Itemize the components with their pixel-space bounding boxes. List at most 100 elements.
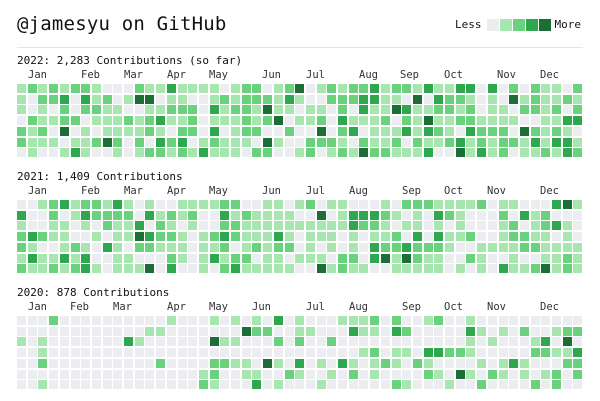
contribution-cell [113, 316, 123, 325]
contribution-cell [231, 358, 240, 368]
contribution-cell [91, 137, 101, 147]
contribution-cell [263, 137, 273, 147]
contribution-cell [359, 326, 369, 336]
contribution-cell [509, 148, 519, 158]
contribution-cell [498, 84, 508, 93]
contribution-cell [391, 105, 401, 115]
contribution-cell [284, 358, 294, 368]
contribution-cell [370, 380, 380, 390]
contribution-cell [166, 148, 176, 158]
contribution-cell [445, 94, 454, 104]
contribution-cell [70, 337, 80, 347]
contribution-cell [49, 253, 59, 263]
contribution-cell [541, 380, 551, 390]
contribution-cell [305, 232, 315, 242]
contribution-cell [38, 137, 48, 147]
contribution-cell [509, 200, 519, 209]
contribution-cell [209, 337, 219, 347]
contribution-cell [177, 94, 187, 104]
contribution-cell [81, 126, 91, 136]
contribution-cell [113, 337, 123, 347]
contribution-cell [380, 200, 390, 209]
contribution-cell [498, 253, 508, 263]
contribution-cell [252, 210, 262, 220]
contribution-cell [316, 148, 326, 158]
contribution-cell [348, 200, 358, 209]
contribution-cell [70, 380, 80, 390]
contribution-cell [177, 358, 187, 368]
month-label: Oct [444, 69, 463, 81]
contribution-cell [466, 253, 476, 263]
contribution-cell [59, 253, 69, 263]
contribution-cell [519, 116, 529, 126]
contribution-cell [412, 126, 422, 136]
contribution-cell [17, 84, 26, 93]
contribution-cell [145, 210, 155, 220]
contribution-cell [541, 348, 551, 358]
contribution-cell [573, 126, 583, 136]
contribution-cell [338, 137, 347, 147]
contribution-cell [316, 242, 326, 252]
contribution-cell [359, 358, 369, 368]
contribution-cell [198, 94, 208, 104]
contribution-cell [91, 253, 101, 263]
contribution-cell [487, 316, 497, 325]
contribution-cell [541, 105, 551, 115]
month-label: Jan [28, 69, 47, 81]
contribution-cell [295, 210, 305, 220]
contribution-cell [552, 326, 561, 336]
contribution-cell [477, 84, 487, 93]
contribution-cell [380, 221, 390, 231]
contribution-cell [380, 126, 390, 136]
contribution-cell [509, 380, 519, 390]
contribution-cell [348, 316, 358, 325]
contribution-cell [124, 316, 133, 325]
contribution-cell [284, 316, 294, 325]
contribution-cell [145, 380, 155, 390]
contribution-cell [145, 316, 155, 325]
contribution-cell [391, 337, 401, 347]
contribution-cell [134, 380, 144, 390]
contribution-cell [477, 358, 487, 368]
contribution-cell [27, 116, 37, 126]
contribution-cell [156, 105, 166, 115]
contribution-cell [102, 316, 112, 325]
contribution-cell [391, 358, 401, 368]
contribution-cell [305, 316, 315, 325]
contribution-cell [17, 200, 26, 209]
contribution-cell [241, 137, 251, 147]
contribution-cell [252, 148, 262, 158]
month-label: Feb [81, 185, 100, 197]
month-label: Apr [167, 69, 186, 81]
contribution-cell [573, 148, 583, 158]
contribution-cell [295, 221, 305, 231]
contribution-cell [17, 137, 26, 147]
contribution-cell [573, 200, 583, 209]
contribution-cell [359, 137, 369, 147]
contribution-cell [380, 253, 390, 263]
contribution-cell [252, 116, 262, 126]
contribution-cell [177, 337, 187, 347]
contribution-cell [220, 316, 230, 325]
contribution-cell [509, 126, 519, 136]
contribution-cell [305, 148, 315, 158]
contribution-cell [487, 337, 497, 347]
contribution-cell [263, 358, 273, 368]
contribution-cell [348, 148, 358, 158]
contribution-cell [412, 200, 422, 209]
contribution-cell [263, 116, 273, 126]
contribution-cell [434, 264, 444, 274]
contribution-cell [380, 348, 390, 358]
contribution-cell [166, 137, 176, 147]
contribution-cell [519, 148, 529, 158]
contribution-cell [445, 380, 454, 390]
contribution-cell [156, 94, 166, 104]
contribution-cell [412, 94, 422, 104]
contribution-cell [327, 264, 337, 274]
contribution-cell [348, 380, 358, 390]
contribution-cell [49, 200, 59, 209]
contribution-cell [327, 105, 337, 115]
contribution-cell [402, 253, 412, 263]
contribution-cell [231, 337, 240, 347]
contribution-cell [295, 242, 305, 252]
